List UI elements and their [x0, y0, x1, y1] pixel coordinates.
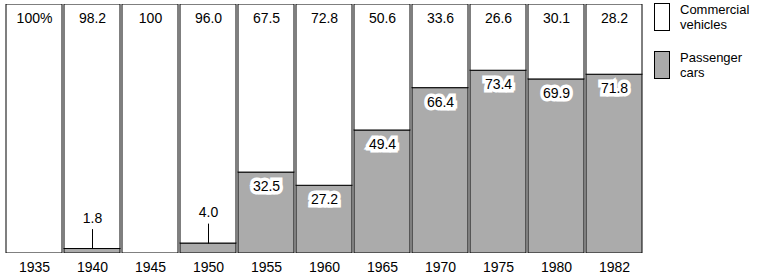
svg-text:71.8: 71.8	[601, 80, 628, 96]
svg-text:30.1: 30.1	[543, 10, 570, 26]
svg-text:73.4: 73.4	[485, 76, 512, 92]
svg-text:100: 100	[139, 10, 163, 26]
svg-text:96.0: 96.0	[195, 10, 222, 26]
svg-text:69.9: 69.9	[543, 85, 570, 101]
svg-text:1955: 1955	[251, 259, 282, 275]
svg-text:98.2: 98.2	[79, 10, 106, 26]
svg-text:67.5: 67.5	[253, 10, 280, 26]
svg-text:4.0: 4.0	[199, 204, 219, 220]
svg-text:1982: 1982	[599, 259, 630, 275]
svg-text:1940: 1940	[77, 259, 108, 275]
svg-text:32.5: 32.5	[253, 178, 280, 194]
svg-text:50.6: 50.6	[369, 10, 396, 26]
svg-text:1935: 1935	[19, 259, 50, 275]
svg-text:1960: 1960	[309, 259, 340, 275]
svg-text:1945: 1945	[135, 259, 166, 275]
svg-text:26.6: 26.6	[485, 10, 512, 26]
svg-text:33.6: 33.6	[427, 10, 454, 26]
svg-text:49.4: 49.4	[369, 136, 396, 152]
svg-text:1970: 1970	[425, 259, 456, 275]
html-text:Passenger cars: Passenger cars	[680, 50, 743, 80]
svg-text:28.2: 28.2	[601, 10, 628, 26]
svg-text:1975: 1975	[483, 259, 514, 275]
svg-text:1950: 1950	[193, 259, 224, 275]
html-text:Commercial vehicles: Commercial vehicles	[680, 2, 750, 32]
svg-text:1965: 1965	[367, 259, 398, 275]
svg-text:27.2: 27.2	[311, 191, 338, 207]
svg-text:72.8: 72.8	[311, 10, 338, 26]
svg-text:100%: 100%	[17, 10, 53, 26]
svg-text:1980: 1980	[541, 259, 572, 275]
svg-text:66.4: 66.4	[427, 94, 454, 110]
svg-text:1.8: 1.8	[83, 210, 103, 226]
